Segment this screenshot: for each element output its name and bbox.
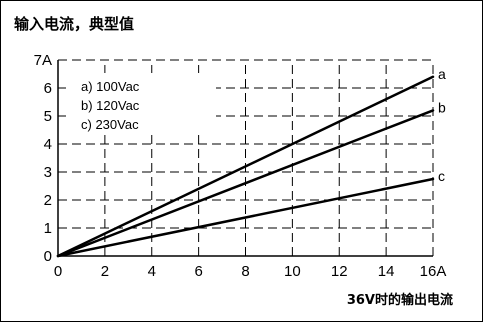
y-tick-label: 4 [44, 136, 52, 153]
legend-item-c: c) 230Vac [81, 117, 139, 132]
x-tick-label: 0 [54, 263, 62, 280]
y-tick-label: 7A [34, 52, 52, 69]
x-tick-label: 4 [148, 263, 156, 280]
series-line-b [56, 109, 435, 258]
series-line-a [56, 75, 435, 258]
series-label-c: c [438, 168, 445, 184]
legend-item-a: a) 100Vac [81, 79, 140, 94]
x-tick-label: 12 [331, 263, 348, 280]
x-tick-label: 8 [241, 263, 249, 280]
chart-title: 输入电流，典型值 [14, 15, 135, 33]
y-tick-label: 6 [44, 80, 52, 97]
x-tick-label: 14 [378, 263, 395, 280]
y-tick-label: 3 [44, 164, 52, 181]
legend-item-b: b) 120Vac [81, 98, 140, 113]
y-tick-label: 1 [44, 220, 52, 237]
legend: a) 100Vac b) 120Vac c) 230Vac [66, 73, 216, 135]
x-axis-label: 36V时的输出电流 [347, 292, 453, 308]
series-label-b: b [438, 99, 446, 115]
legend-background [66, 73, 216, 135]
x-tick-label: 2 [101, 263, 109, 280]
series-lines: a b c [56, 66, 446, 258]
y-tick-label: 5 [44, 108, 52, 125]
x-tick-label: 16A [420, 263, 447, 280]
x-tick-label: 10 [284, 263, 301, 280]
y-tick-label: 0 [44, 248, 52, 265]
y-tick-label: 2 [44, 192, 52, 209]
x-tick-label: 6 [194, 263, 202, 280]
series-label-a: a [438, 66, 446, 82]
axes [57, 60, 433, 257]
series-line-c [56, 177, 435, 258]
